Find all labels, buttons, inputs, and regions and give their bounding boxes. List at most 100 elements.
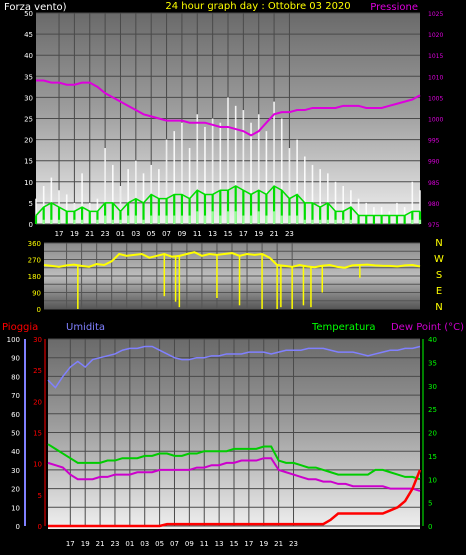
humidity-tick-label: 40 (11, 448, 20, 456)
climate-time-tick: 23 (289, 540, 298, 548)
wind-time-tick: 19 (70, 230, 79, 238)
humidity-tick-label: 70 (11, 392, 20, 400)
wind-tick-label: 5 (29, 200, 33, 208)
dewpoint-line (47, 457, 421, 492)
wind-time-tick: 23 (101, 230, 110, 238)
humidity-tick-label: 0 (16, 523, 20, 531)
temp-tick-label: 25 (428, 406, 437, 414)
humidity-tick-label: 10 (11, 504, 20, 512)
climate-time-tick: 19 (259, 540, 268, 548)
pressure-tick-label: 980 (428, 201, 440, 208)
wind-tick-label: 15 (24, 158, 33, 166)
rain-line (48, 469, 422, 528)
climate-time-tick: 07 (170, 540, 179, 548)
humidity-tick-label: 20 (11, 486, 20, 494)
climate-time-tick: 23 (110, 540, 119, 548)
wind-series (34, 79, 422, 224)
compass-label: E (436, 286, 442, 297)
temp-tick-label: 35 (428, 359, 437, 367)
pressure-tick-label: 1000 (428, 117, 443, 124)
climate-time-tick: 21 (96, 540, 105, 548)
wind-time-tick: 11 (193, 230, 202, 238)
rain-tick-label: 20 (33, 398, 42, 406)
humidity-tick-label: 30 (11, 467, 20, 475)
climate-series (47, 345, 422, 528)
direction-tick-label: 360 (28, 240, 41, 248)
pressure-tick-label: 975 (428, 222, 440, 229)
rain-tick-label: 25 (33, 367, 42, 375)
climate-panel: 0102030405060708090100051015202530051015… (2, 322, 464, 548)
wind-time-tick: 21 (270, 230, 279, 238)
chart-title: 24 hour graph day : Ottobre 03 2020 (165, 1, 350, 12)
wind-time-tick: 07 (162, 230, 171, 238)
compass-label: N (435, 302, 442, 313)
pressure-tick-label: 1005 (428, 95, 443, 102)
direction-tick-label: 90 (32, 290, 41, 298)
rain-tick-label: 5 (38, 492, 42, 500)
rain-tick-label: 0 (38, 523, 42, 531)
temp-tick-label: 10 (428, 476, 437, 484)
rain-tick-label: 15 (33, 430, 42, 438)
wind-time-tick: 21 (85, 230, 94, 238)
climate-time-tick: 03 (140, 540, 149, 548)
temp-tick-label: 15 (428, 453, 437, 461)
wind-time-tick: 23 (285, 230, 294, 238)
climate-time-tick: 19 (81, 540, 90, 548)
pressure-line (36, 79, 421, 137)
wind-time-tick: 17 (55, 230, 64, 238)
pressure-tick-label: 995 (428, 138, 440, 145)
pressure-tick-label: 985 (428, 180, 440, 187)
compass-label: W (434, 254, 444, 265)
wind-time-tick: 09 (177, 230, 186, 238)
compass-label: N (435, 238, 442, 249)
humidity-tick-label: 90 (11, 355, 20, 363)
wind-time-tick: 03 (131, 230, 140, 238)
rain-tick-label: 30 (33, 336, 42, 344)
dewpoint-axis-label: Dew Point (°C) (391, 322, 464, 333)
temperature-axis-label: Temperatura (311, 322, 376, 333)
wind-time-tick: 01 (116, 230, 125, 238)
humidity-tick-label: 50 (11, 430, 20, 438)
climate-time-tick: 17 (244, 540, 253, 548)
climate-grid (48, 338, 420, 527)
direction-tick-label: 0 (37, 306, 41, 314)
direction-series (43, 251, 421, 309)
wind-axis-label: Forza vento) (4, 2, 67, 13)
wind-tick-label: 25 (24, 116, 33, 124)
climate-time-tick: 11 (200, 540, 209, 548)
pressure-tick-label: 1010 (428, 74, 443, 81)
climate-time-tick: 13 (215, 540, 224, 548)
climate-ticks: 0102030405060708090100051015202530051015… (7, 336, 437, 548)
temp-tick-label: 0 (428, 523, 432, 531)
compass-label: S (436, 270, 442, 281)
wind-tick-label: 45 (24, 31, 33, 39)
temperature-line (47, 443, 421, 481)
climate-time-tick: 17 (66, 540, 75, 548)
humidity-line (47, 345, 421, 389)
rain-tick-label: 10 (33, 461, 42, 469)
wind-time-tick: 05 (147, 230, 156, 238)
pressure-axis-label: Pressione (370, 2, 418, 13)
rain-axis-label: Pioggia (2, 322, 38, 333)
direction-tick-label: 180 (28, 273, 41, 281)
wind-tick-label: 40 (24, 52, 33, 60)
wind-tick-label: 50 (24, 10, 33, 18)
pressure-tick-label: 990 (428, 159, 440, 166)
pressure-tick-label: 1025 (428, 11, 443, 18)
climate-time-tick: 05 (155, 540, 164, 548)
climate-time-tick: 09 (185, 540, 194, 548)
direction-tick-label: 270 (28, 257, 41, 265)
wind-time-tick: 15 (224, 230, 233, 238)
humidity-tick-label: 100 (7, 336, 20, 344)
wind-time-tick: 17 (239, 230, 248, 238)
temp-tick-label: 5 (428, 500, 432, 508)
wind-tick-label: 10 (24, 179, 33, 187)
temp-tick-label: 40 (428, 336, 437, 344)
wind-time-tick: 13 (208, 230, 217, 238)
wind-time-tick: 19 (254, 230, 263, 238)
wind-tick-label: 35 (24, 73, 33, 81)
pressure-tick-label: 1020 (428, 32, 443, 39)
climate-time-tick: 21 (274, 540, 283, 548)
